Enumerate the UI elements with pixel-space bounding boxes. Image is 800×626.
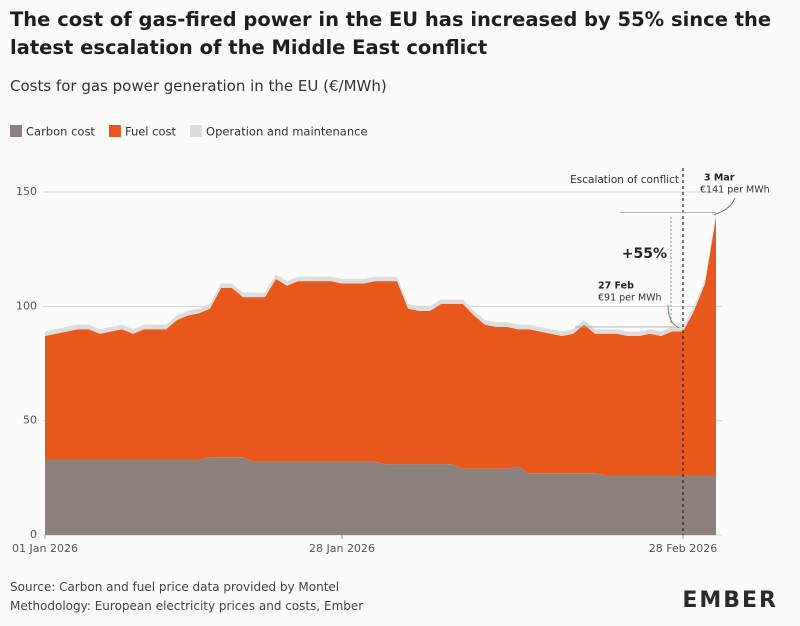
y-tick-label: 100 [16,299,37,312]
y-tick-label: 50 [23,414,37,427]
end-title: 3 Mar [704,173,735,184]
start-label: €91 per MWh [598,293,662,304]
change-label: +55% [622,246,667,262]
legend-swatch [190,125,203,137]
y-tick-label: 150 [16,185,37,198]
area [45,457,716,535]
start-leader [667,304,680,329]
chart-subtitle: Costs for gas power generation in the EU… [10,77,387,95]
start-title: 27 Feb [598,281,634,292]
x-tick-label: 01 Jan 2026 [12,542,78,555]
x-tick-label: 28 Feb 2026 [649,542,717,555]
legend-swatch [10,125,22,137]
legend-label: Fuel cost [125,125,177,139]
area [45,217,716,476]
end-label: €141 per MWh [700,185,770,196]
chart-title: The cost of gas-fired power in the EU ha… [10,8,772,59]
x-tick-label: 28 Jan 2026 [309,542,375,555]
methodology: Methodology: European electricity prices… [10,599,364,613]
legend-swatch [108,125,121,137]
source: Source: Carbon and fuel price data provi… [10,580,340,594]
escalation-label: Escalation of conflict [570,174,679,186]
legend-label: Operation and maintenance [206,125,368,139]
y-tick-label: 0 [30,528,37,541]
end-leader [713,197,736,215]
logo: EMBER [682,588,778,613]
legend-label: Carbon cost [26,125,95,139]
